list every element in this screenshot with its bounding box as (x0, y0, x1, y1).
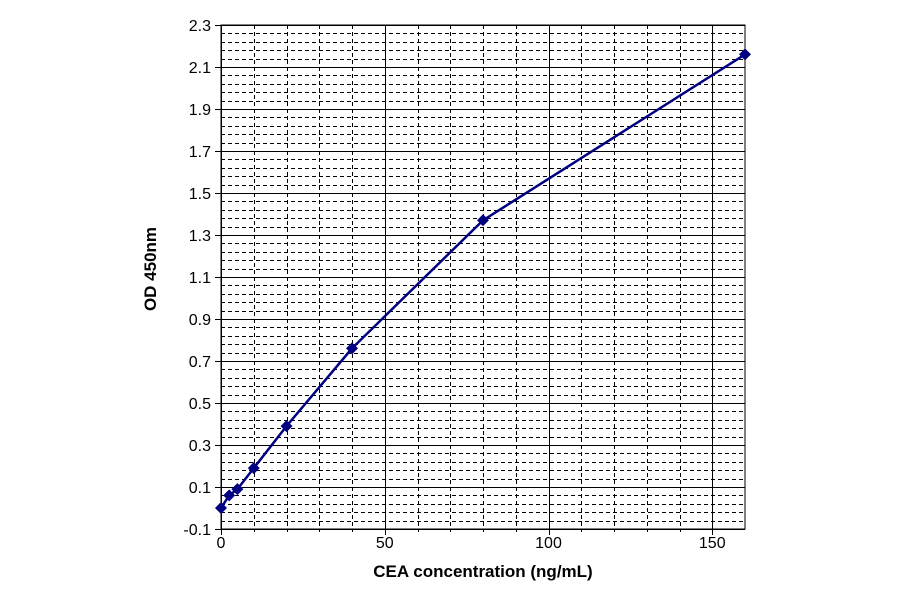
y-axis-title: OD 450nm (141, 227, 160, 311)
y-tick-label: 0.7 (189, 354, 211, 371)
diamond-marker (231, 483, 244, 496)
diamond-marker (247, 462, 260, 475)
plot-area (220, 24, 746, 530)
y-tick-label: 2.1 (189, 60, 211, 77)
x-tick-label: 0 (217, 535, 226, 552)
diamond-marker (739, 48, 751, 61)
x-axis-title: CEA concentration (ng/mL) (373, 562, 592, 581)
y-tick-label: -0.1 (183, 522, 211, 539)
y-tick-label: 1.1 (189, 270, 211, 287)
data-series (215, 48, 751, 514)
y-tick-label: 2.3 (189, 18, 211, 35)
diamond-marker (223, 489, 236, 502)
y-tick-label: 0.9 (189, 312, 211, 329)
y-tick-label: 1.7 (189, 144, 211, 161)
x-tick-label: 150 (699, 535, 726, 552)
y-tick-label: 0.5 (189, 396, 211, 413)
y-tick-label: 1.3 (189, 228, 211, 245)
x-tick-label: 50 (376, 535, 394, 552)
minor-gridlines (221, 25, 745, 529)
x-tick-label: 100 (535, 535, 562, 552)
diamond-marker (280, 420, 293, 433)
y-tick-label: 0.1 (189, 480, 211, 497)
y-axis-ticks: -0.1 0.1 0.3 0.5 0.7 0.9 1.1 1.3 1.5 1.7 1.9 2.1 2.3 (183, 18, 211, 539)
x-axis-ticks: 0 50 100 150 (217, 535, 726, 552)
diamond-marker (346, 342, 358, 355)
diamond-marker (477, 214, 489, 227)
y-tick-label: 1.5 (189, 186, 211, 203)
y-tick-label: 1.9 (189, 102, 211, 119)
diamond-marker (215, 502, 227, 514)
y-tick-label: 0.3 (189, 438, 211, 455)
